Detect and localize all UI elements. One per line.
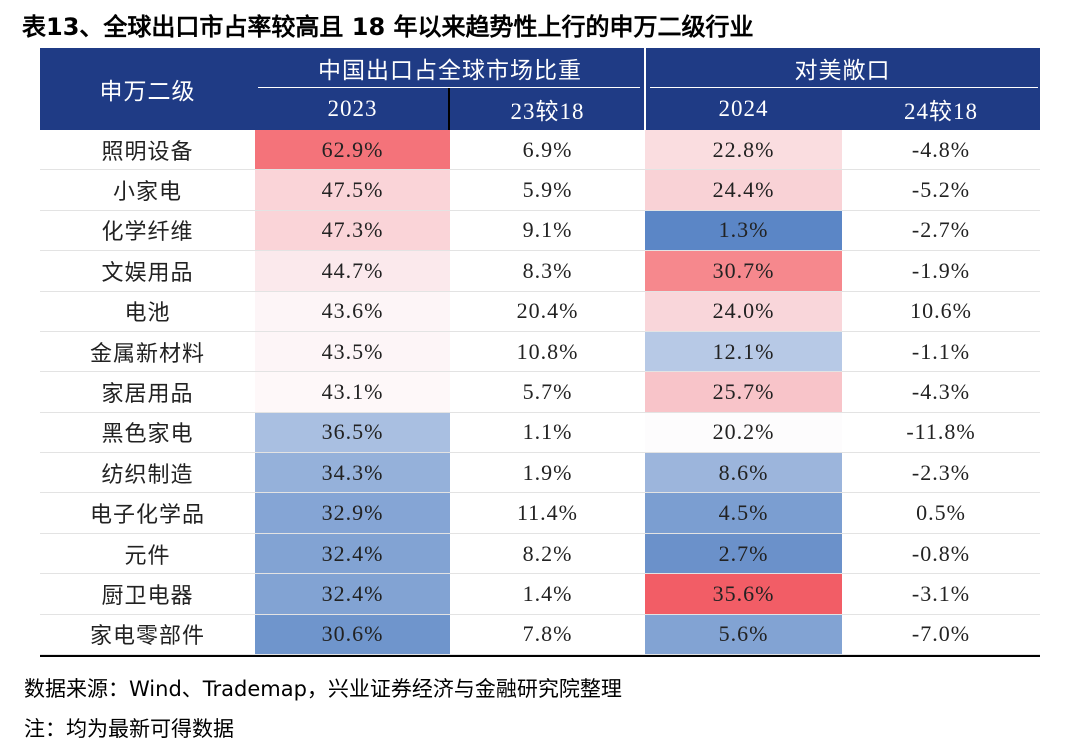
column-header: 24较18: [904, 99, 978, 124]
table-cell: 43.1%: [255, 372, 450, 413]
group-underline: [258, 87, 640, 88]
row-label: 化学纤维: [40, 211, 255, 252]
row-label: 小家电: [40, 170, 255, 211]
table-cell: 35.6%: [645, 574, 842, 615]
column-header: 2024: [718, 96, 769, 121]
group-header: 中国出口占全球市场比重: [318, 58, 582, 83]
table-cell: 20.2%: [645, 412, 842, 454]
table-cell: 8.6%: [645, 453, 842, 494]
table-cell: 5.7%: [450, 372, 645, 413]
table-cell: 1.3%: [645, 210, 842, 252]
table-cell: -1.9%: [842, 251, 1040, 292]
table-cell: 30.6%: [255, 614, 450, 655]
table-cell: 34.3%: [255, 453, 450, 494]
table-cell: 4.5%: [645, 493, 842, 534]
table-cell: 24.4%: [645, 170, 842, 211]
table-cell: 25.7%: [645, 372, 842, 413]
table-cell: 5.9%: [450, 170, 645, 211]
row-label: 元件: [40, 534, 255, 575]
column-header: 2023: [327, 96, 378, 121]
title: 表13、全球出口市占率较高且 18 年以来趋势性上行的申万二级行业: [22, 12, 754, 41]
table-cell: -7.0%: [842, 615, 1040, 655]
bottom-rule: [40, 655, 1040, 657]
note: 数据来源：Wind、Trademap，兴业证券经济与金融研究院整理: [24, 677, 622, 701]
row-label: 电池: [40, 292, 255, 332]
table-cell: 7.8%: [450, 615, 645, 655]
table-cell: -1.1%: [842, 332, 1040, 373]
table-cell: 0.5%: [842, 493, 1040, 534]
row-label-header: 申万二级: [99, 79, 196, 104]
table-cell: 6.9%: [450, 130, 645, 171]
table-cell: -0.8%: [842, 534, 1040, 575]
table-cell: 9.1%: [450, 211, 645, 252]
row-label: 文娱用品: [40, 251, 255, 292]
header-divider: [448, 88, 450, 130]
table-cell: 32.9%: [255, 493, 450, 534]
table-cell: 2.7%: [645, 533, 842, 575]
table-cell: 36.5%: [255, 412, 450, 454]
note: 注：均为最新可得数据: [24, 717, 234, 741]
table-cell: -5.2%: [842, 170, 1040, 211]
table-cell: -11.8%: [842, 413, 1040, 454]
table-cell: 30.7%: [645, 251, 842, 292]
table-cell: -3.1%: [842, 574, 1040, 615]
row-label: 黑色家电: [40, 413, 255, 454]
row-label: 照明设备: [40, 130, 255, 171]
row-label: 纺织制造: [40, 453, 255, 494]
table-cell: -2.7%: [842, 211, 1040, 252]
table-cell: 10.8%: [450, 332, 645, 373]
table-cell: 47.5%: [255, 170, 450, 211]
table-cell: 24.0%: [645, 291, 842, 332]
table-cell: 12.1%: [645, 331, 842, 373]
table-cell: 32.4%: [255, 574, 450, 615]
table-cell: 5.6%: [645, 614, 842, 655]
table-cell: 22.8%: [645, 130, 842, 171]
table-cell: 44.7%: [255, 251, 450, 292]
column-header: 23较18: [510, 99, 585, 124]
table-cell: 1.4%: [450, 574, 645, 615]
table-cell: 8.2%: [450, 534, 645, 575]
table-cell: 20.4%: [450, 292, 645, 332]
table-cell: -2.3%: [842, 453, 1040, 494]
row-label: 家居用品: [40, 372, 255, 413]
header-divider: [644, 48, 646, 130]
table-cell: 62.9%: [255, 130, 450, 171]
table-cell: 43.6%: [255, 291, 450, 332]
table-cell: 1.1%: [450, 413, 645, 454]
table-cell: 8.3%: [450, 251, 645, 292]
table-cell: 11.4%: [450, 493, 645, 534]
table-cell: 43.5%: [255, 331, 450, 373]
row-label: 家电零部件: [40, 615, 255, 655]
group-header: 对美敞口: [794, 58, 891, 83]
table-cell: 32.4%: [255, 533, 450, 575]
table-cell: 10.6%: [842, 292, 1040, 332]
table-cell: -4.8%: [842, 130, 1040, 171]
table-cell: 1.9%: [450, 453, 645, 494]
row-label: 金属新材料: [40, 332, 255, 373]
table-cell: 47.3%: [255, 210, 450, 252]
group-underline: [650, 87, 1038, 88]
table-cell: -4.3%: [842, 372, 1040, 413]
row-label: 电子化学品: [40, 493, 255, 534]
header-band: [40, 48, 1040, 130]
row-label: 厨卫电器: [40, 574, 255, 615]
